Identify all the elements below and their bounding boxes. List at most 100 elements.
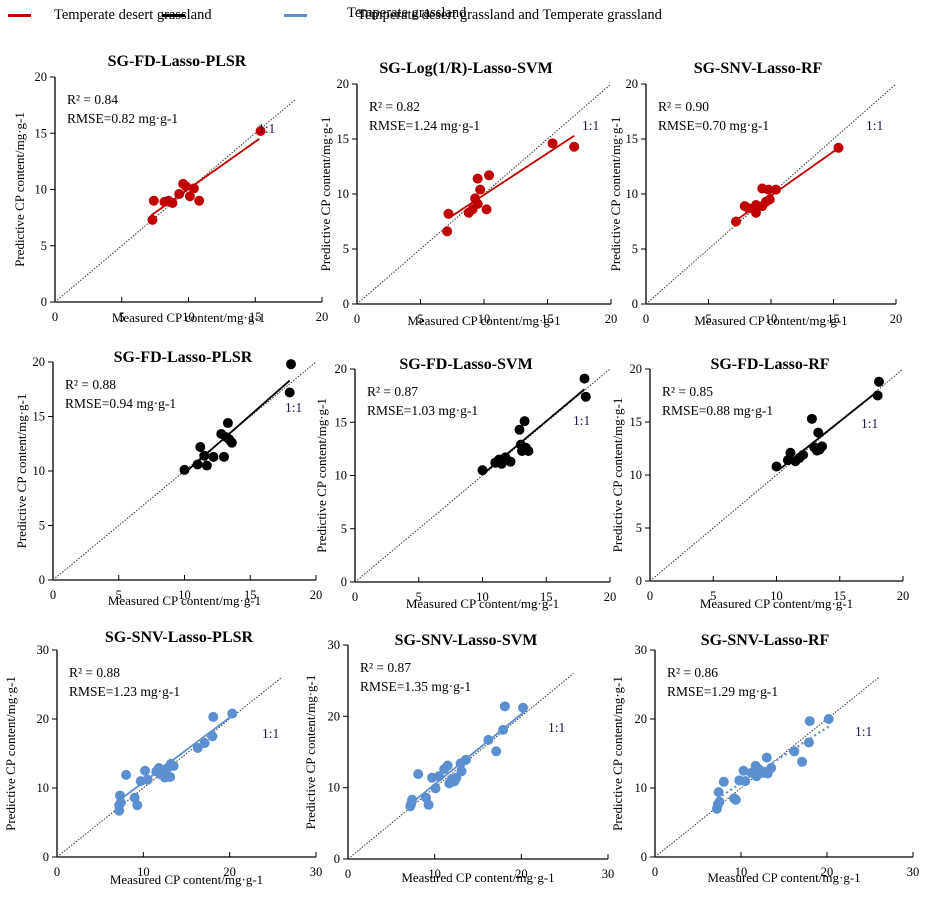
x-tick-label: 5 xyxy=(116,588,122,602)
data-point xyxy=(803,737,814,748)
rmse-label: RMSE=1.03 mg·g-1 xyxy=(367,403,478,418)
rmse-label: RMSE=1.24 mg·g-1 xyxy=(369,118,480,133)
data-point xyxy=(491,746,502,757)
panel-7: SG-SNV-Lasso-PLSR 0 10 20 30 0 10 20 30 Measured … xyxy=(3,629,322,887)
panel-3: SG-SNV-Lasso-RF 0 5 10 15 20 0 5 10 15 20 Measured … xyxy=(608,60,902,328)
y-tick-label: 10 xyxy=(635,781,648,795)
identity-label: 1:1 xyxy=(262,726,279,741)
y-tick-label: 20 xyxy=(328,709,341,723)
data-point xyxy=(284,387,295,398)
data-point xyxy=(129,792,140,803)
identity-line xyxy=(347,673,574,860)
y-tick-label: 30 xyxy=(328,638,341,652)
panel-title: SG-FD-Lasso-RF xyxy=(710,356,829,373)
data-point xyxy=(201,460,212,471)
data-point xyxy=(147,214,158,225)
fit-line xyxy=(410,711,525,805)
x-tick-label: 10 xyxy=(476,590,489,604)
data-point xyxy=(817,441,828,452)
data-point xyxy=(579,373,590,384)
x-tick-label: 0 xyxy=(50,588,56,602)
data-point xyxy=(713,787,724,798)
data-point xyxy=(484,170,495,181)
y-tick-label: 5 xyxy=(636,521,642,535)
y-tick-label: 0 xyxy=(343,297,349,311)
data-point xyxy=(763,184,774,195)
y-tick-label: 20 xyxy=(635,712,648,726)
x-tick-label: 15 xyxy=(244,588,257,602)
y-axis-label: Predictive CP content/mg·g-1 xyxy=(12,112,27,267)
legend-swatch-desert xyxy=(8,14,31,17)
panel-6: SG-FD-Lasso-RF 0 5 10 15 20 0 5 10 15 20 Measured C… xyxy=(610,356,909,611)
y-tick-label: 0 xyxy=(641,850,647,864)
data-point xyxy=(514,424,525,435)
x-tick-label: 10 xyxy=(478,312,491,326)
data-point xyxy=(718,776,729,787)
y-tick-label: 0 xyxy=(43,850,49,864)
x-tick-label: 5 xyxy=(416,590,422,604)
y-tick-label: 15 xyxy=(630,415,643,429)
data-point xyxy=(442,760,453,771)
data-point xyxy=(761,752,772,763)
data-point xyxy=(738,765,749,776)
y-tick-label: 10 xyxy=(337,187,350,201)
data-point xyxy=(208,711,219,722)
x-tick-label: 30 xyxy=(907,865,920,879)
x-tick-label: 30 xyxy=(310,865,323,879)
data-point xyxy=(547,138,558,149)
y-axis-label: Predictive CP content/mg·g-1 xyxy=(303,675,318,830)
y-tick-label: 0 xyxy=(41,295,47,309)
data-point xyxy=(132,800,143,811)
x-tick-label: 20 xyxy=(223,865,236,879)
identity-label: 1:1 xyxy=(855,724,872,739)
data-point xyxy=(730,794,741,805)
data-point xyxy=(518,702,529,713)
data-point xyxy=(873,376,884,387)
y-tick-label: 20 xyxy=(37,712,50,726)
r2-label: R² = 0.88 xyxy=(69,665,120,680)
data-point xyxy=(475,184,486,195)
y-tick-label: 10 xyxy=(37,781,50,795)
identity-label: 1:1 xyxy=(866,118,883,133)
data-point xyxy=(523,446,534,457)
data-point xyxy=(207,731,218,742)
data-point xyxy=(195,442,206,453)
data-point xyxy=(804,716,815,727)
y-tick-label: 15 xyxy=(35,126,48,140)
y-tick-label: 10 xyxy=(335,469,348,483)
y-tick-label: 5 xyxy=(39,519,45,533)
rmse-label: RMSE=1.35 mg·g-1 xyxy=(360,679,471,694)
fit-line xyxy=(150,138,260,217)
identity-label: 1:1 xyxy=(258,121,275,136)
data-point xyxy=(140,765,151,776)
data-point xyxy=(430,783,441,794)
r2-label: R² = 0.86 xyxy=(667,665,718,680)
identity-label: 1:1 xyxy=(573,413,590,428)
fit-line xyxy=(735,148,838,222)
data-point xyxy=(199,738,210,749)
y-tick-label: 20 xyxy=(630,362,643,376)
identity-line xyxy=(649,368,904,582)
x-tick-label: 15 xyxy=(827,312,840,326)
legend-item-temperate-text: Temperate grassland xyxy=(347,5,466,22)
r2-label: R² = 0.87 xyxy=(360,660,411,675)
rmse-label: RMSE=1.29 mg·g-1 xyxy=(667,684,778,699)
panel-title: SG-FD-Lasso-SVM xyxy=(399,356,532,373)
r2-label: R² = 0.90 xyxy=(658,99,709,114)
legend-item-desert: Temperate desert grassland xyxy=(8,7,212,24)
y-tick-label: 20 xyxy=(35,70,48,84)
data-point xyxy=(442,226,453,237)
r2-label: R² = 0.88 xyxy=(65,377,116,392)
data-point xyxy=(218,451,229,462)
legend-item-combined: Temperate desert grassland and Temperate… xyxy=(284,7,662,24)
x-tick-label: 0 xyxy=(647,589,653,603)
data-point xyxy=(766,762,777,773)
y-axis-label: Predictive CP content/mg·g-1 xyxy=(3,676,18,831)
y-tick-label: 15 xyxy=(335,415,348,429)
y-tick-label: 20 xyxy=(33,355,46,369)
y-tick-label: 10 xyxy=(626,187,639,201)
panel-5: SG-FD-Lasso-SVM 0 5 10 15 20 0 5 10 15 20 Measured … xyxy=(314,356,616,611)
data-point xyxy=(194,195,205,206)
rmse-label: RMSE=0.70 mg·g-1 xyxy=(658,118,769,133)
